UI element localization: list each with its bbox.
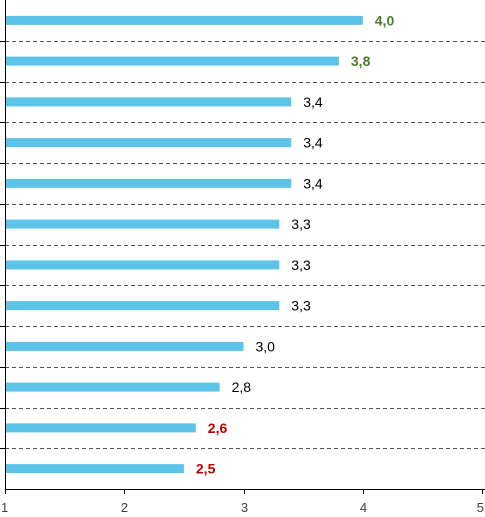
- bar: [6, 382, 220, 392]
- bar: [6, 97, 292, 107]
- data-label: 2,8: [232, 379, 252, 395]
- data-label: 3,3: [291, 216, 311, 232]
- bars: [6, 15, 363, 474]
- axes: [5, 0, 485, 490]
- grid-lines: [0, 41, 485, 449]
- data-labels: 4,0 3,8 3,4 3,4 3,4 3,3 3,3 3,3 3,0 2,8 2,6 2,5: [196, 12, 395, 476]
- x-tick-label: 4: [360, 500, 367, 515]
- bar: [6, 56, 339, 66]
- bar: [6, 219, 280, 229]
- bar: [6, 301, 280, 311]
- data-label: 3,4: [303, 175, 323, 191]
- x-axis-ticks: 1 2 3 4 5: [1, 489, 484, 515]
- bar: [6, 423, 196, 433]
- x-tick-label: 3: [241, 500, 248, 515]
- bar: [6, 464, 184, 474]
- bar: [6, 178, 292, 188]
- x-tick-label: 5: [477, 500, 484, 515]
- x-tick-label: 1: [1, 500, 8, 515]
- bar: [6, 341, 244, 351]
- data-label: 2,6: [208, 420, 228, 436]
- data-label: 3,8: [351, 53, 371, 69]
- bar: [6, 15, 363, 25]
- data-label: 3,4: [303, 94, 323, 110]
- data-label: 2,5: [196, 461, 216, 477]
- data-label: 3,0: [256, 338, 276, 354]
- data-label: 3,3: [291, 298, 311, 314]
- x-tick-label: 2: [121, 500, 128, 515]
- data-label: 3,3: [291, 257, 311, 273]
- bar: [6, 260, 280, 270]
- bar: [6, 138, 292, 148]
- data-label: 3,4: [303, 135, 323, 151]
- data-label: 4,0: [375, 12, 395, 28]
